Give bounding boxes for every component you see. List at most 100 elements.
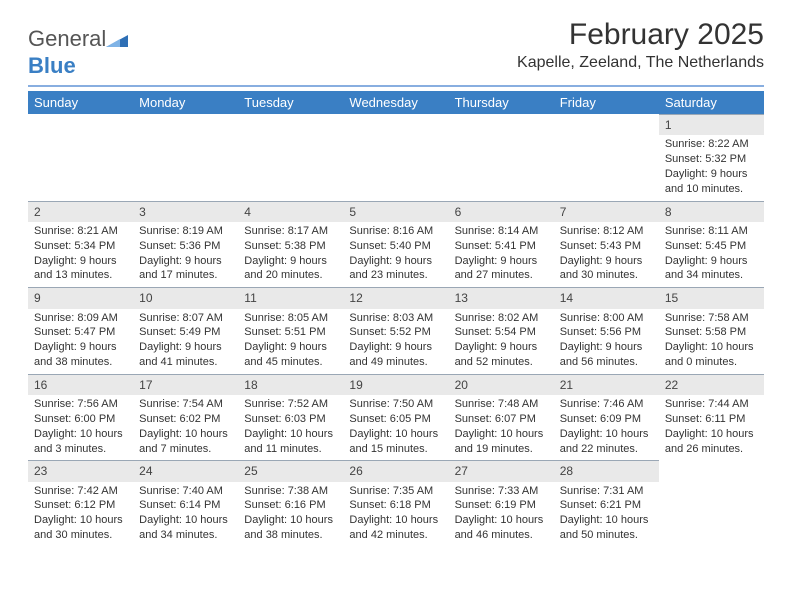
daylight-line2: and 42 minutes. [349,528,442,543]
day-number: 10 [133,287,238,308]
calendar-cell [343,114,448,201]
sunrise-text: Sunrise: 8:16 AM [349,224,442,239]
daylight-line2: and 34 minutes. [139,528,232,543]
sunset-text: Sunset: 5:34 PM [34,239,127,254]
sunset-text: Sunset: 6:21 PM [560,498,653,513]
daylight-line2: and 56 minutes. [560,355,653,370]
day-number: 23 [28,460,133,481]
sunset-text: Sunset: 5:51 PM [244,325,337,340]
daylight-line1: Daylight: 9 hours [455,340,548,355]
day-body: Sunrise: 8:05 AMSunset: 5:51 PMDaylight:… [238,309,343,374]
day-number: 21 [554,374,659,395]
daylight-line2: and 30 minutes. [34,528,127,543]
daylight-line1: Daylight: 10 hours [665,340,758,355]
daylight-line2: and 27 minutes. [455,268,548,283]
calendar-cell [449,114,554,201]
weekday-fri: Friday [554,91,659,114]
brand-text: GeneralBlue [28,26,128,79]
day-number: 8 [659,201,764,222]
day-number: 15 [659,287,764,308]
sunset-text: Sunset: 5:41 PM [455,239,548,254]
calendar-cell: 11Sunrise: 8:05 AMSunset: 5:51 PMDayligh… [238,287,343,374]
divider [28,85,764,87]
sunrise-text: Sunrise: 7:56 AM [34,397,127,412]
daylight-line1: Daylight: 10 hours [560,427,653,442]
daylight-line2: and 45 minutes. [244,355,337,370]
calendar-cell: 20Sunrise: 7:48 AMSunset: 6:07 PMDayligh… [449,374,554,461]
sunset-text: Sunset: 5:54 PM [455,325,548,340]
day-body: Sunrise: 7:31 AMSunset: 6:21 PMDaylight:… [554,482,659,547]
sunrise-text: Sunrise: 7:48 AM [455,397,548,412]
calendar-cell [238,114,343,201]
calendar-cell: 9Sunrise: 8:09 AMSunset: 5:47 PMDaylight… [28,287,133,374]
daylight-line1: Daylight: 9 hours [244,340,337,355]
day-number: 14 [554,287,659,308]
day-number: 22 [659,374,764,395]
calendar-cell: 17Sunrise: 7:54 AMSunset: 6:02 PMDayligh… [133,374,238,461]
daylight-line1: Daylight: 10 hours [455,513,548,528]
day-body: Sunrise: 8:03 AMSunset: 5:52 PMDaylight:… [343,309,448,374]
daylight-line2: and 46 minutes. [455,528,548,543]
weekday-wed: Wednesday [343,91,448,114]
daylight-line2: and 13 minutes. [34,268,127,283]
calendar-row: 23Sunrise: 7:42 AMSunset: 6:12 PMDayligh… [28,460,764,547]
sunrise-text: Sunrise: 7:33 AM [455,484,548,499]
daylight-line1: Daylight: 10 hours [244,513,337,528]
calendar-page: GeneralBlue February 2025 Kapelle, Zeela… [0,0,792,547]
daylight-line1: Daylight: 10 hours [244,427,337,442]
daylight-line1: Daylight: 9 hours [560,254,653,269]
day-number: 20 [449,374,554,395]
calendar-body: 1Sunrise: 8:22 AMSunset: 5:32 PMDaylight… [28,114,764,547]
calendar-cell: 15 Sunrise: 7:58 AMSunset: 5:58 PMDayligh… [659,287,764,374]
calendar-cell: 22Sunrise: 7:44 AMSunset: 6:11 PMDayligh… [659,374,764,461]
sunrise-text: Sunrise: 8:00 AM [560,311,653,326]
calendar-row: 2Sunrise: 8:21 AMSunset: 5:34 PMDaylight… [28,201,764,288]
sunset-text: Sunset: 6:09 PM [560,412,653,427]
sunrise-text: Sunrise: 7:40 AM [139,484,232,499]
calendar-cell: 3Sunrise: 8:19 AMSunset: 5:36 PMDaylight… [133,201,238,288]
sunrise-text: Sunrise: 8:09 AM [34,311,127,326]
sunset-text: Sunset: 5:58 PM [665,325,758,340]
day-body: Sunrise: 8:07 AMSunset: 5:49 PMDaylight:… [133,309,238,374]
sunset-text: Sunset: 6:11 PM [665,412,758,427]
daylight-line1: Daylight: 9 hours [34,254,127,269]
calendar-head: Sunday Monday Tuesday Wednesday Thursday… [28,91,764,114]
daylight-line2: and 7 minutes. [139,442,232,457]
daylight-line1: Daylight: 10 hours [34,427,127,442]
sunrise-text: Sunrise: 7:58 AM [665,311,758,326]
calendar-cell: 27Sunrise: 7:33 AMSunset: 6:19 PMDayligh… [449,460,554,547]
sunset-text: Sunset: 5:45 PM [665,239,758,254]
page-title: February 2025 [517,18,764,52]
sunrise-text: Sunrise: 7:54 AM [139,397,232,412]
calendar-cell: 6Sunrise: 8:14 AMSunset: 5:41 PMDaylight… [449,201,554,288]
sunrise-text: Sunrise: 8:05 AM [244,311,337,326]
sunrise-text: Sunrise: 7:46 AM [560,397,653,412]
logo-triangle-icon [106,27,128,53]
sunrise-text: Sunrise: 8:21 AM [34,224,127,239]
daylight-line1: Daylight: 10 hours [34,513,127,528]
weekday-mon: Monday [133,91,238,114]
calendar-cell: 13Sunrise: 8:02 AMSunset: 5:54 PMDayligh… [449,287,554,374]
day-number: 7 [554,201,659,222]
sunrise-text: Sunrise: 8:17 AM [244,224,337,239]
day-number: 17 [133,374,238,395]
day-body: Sunrise: 8:12 AMSunset: 5:43 PMDaylight:… [554,222,659,287]
daylight-line1: Daylight: 9 hours [139,340,232,355]
daylight-line2: and 52 minutes. [455,355,548,370]
daylight-line2: and 38 minutes. [34,355,127,370]
sunset-text: Sunset: 6:14 PM [139,498,232,513]
sunset-text: Sunset: 6:05 PM [349,412,442,427]
daylight-line1: Daylight: 10 hours [349,427,442,442]
calendar-cell: 2Sunrise: 8:21 AMSunset: 5:34 PMDaylight… [28,201,133,288]
day-body: Sunrise: 7:35 AMSunset: 6:18 PMDaylight:… [343,482,448,547]
day-body: Sunrise: 8:17 AMSunset: 5:38 PMDaylight:… [238,222,343,287]
sunrise-text: Sunrise: 7:50 AM [349,397,442,412]
sunrise-text: Sunrise: 8:11 AM [665,224,758,239]
day-body: Sunrise: 8:16 AMSunset: 5:40 PMDaylight:… [343,222,448,287]
day-number: 11 [238,287,343,308]
daylight-line1: Daylight: 10 hours [560,513,653,528]
day-number: 27 [449,460,554,481]
sunset-text: Sunset: 5:47 PM [34,325,127,340]
day-body: Sunrise: 7:48 AMSunset: 6:07 PMDaylight:… [449,395,554,460]
day-body: Sunrise: 8:02 AMSunset: 5:54 PMDaylight:… [449,309,554,374]
